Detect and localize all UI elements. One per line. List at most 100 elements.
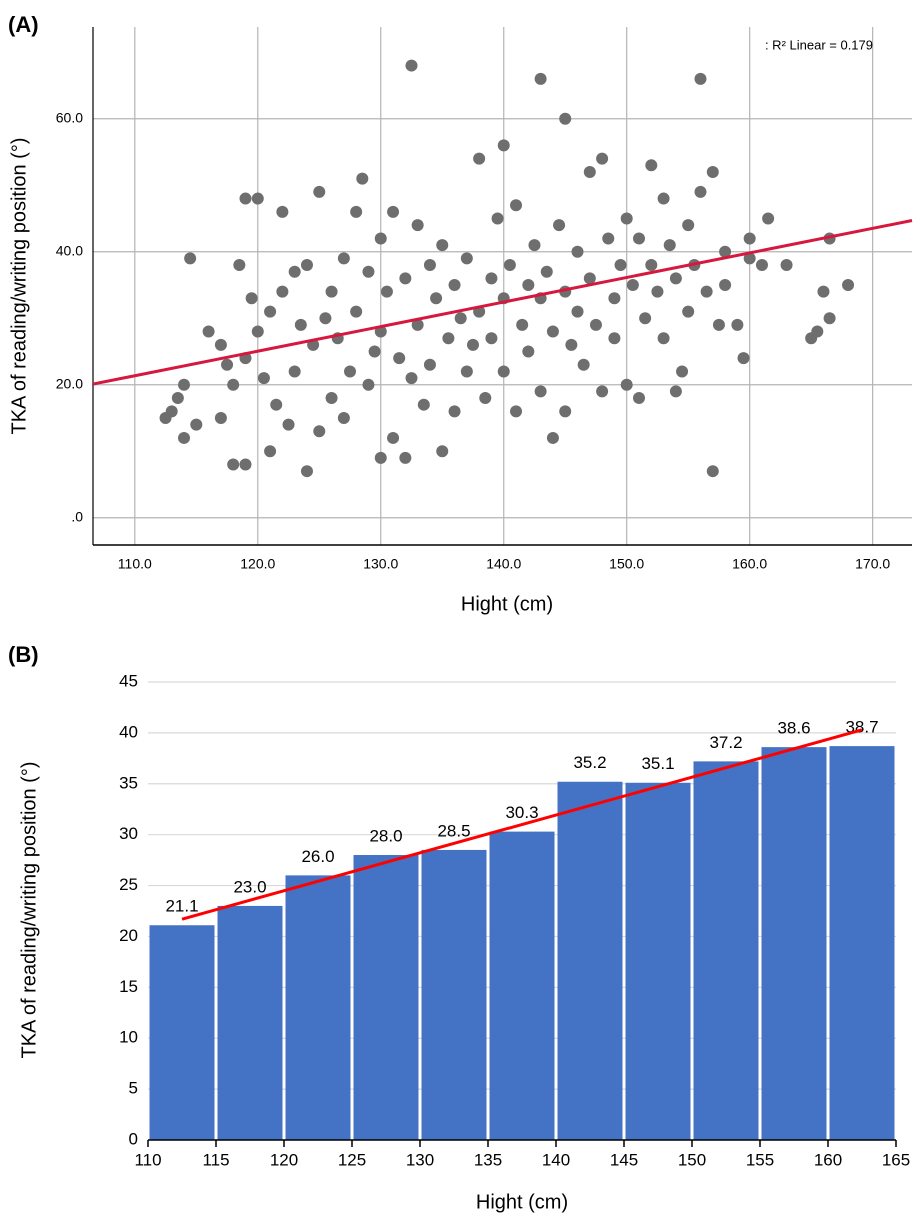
point xyxy=(559,405,572,418)
y-tick-label: 20 xyxy=(119,926,138,945)
point xyxy=(442,332,455,345)
point xyxy=(190,418,203,431)
point xyxy=(719,279,732,292)
point xyxy=(227,458,240,471)
point xyxy=(344,365,357,378)
y-tick-label: 35 xyxy=(119,773,138,792)
point xyxy=(571,305,584,318)
point xyxy=(522,279,535,292)
point xyxy=(362,265,375,278)
y-tick-label: 15 xyxy=(119,977,138,996)
point xyxy=(257,372,270,385)
point xyxy=(466,338,479,351)
point xyxy=(676,365,689,378)
x-tick-label: 140 xyxy=(542,1150,570,1169)
point xyxy=(669,385,682,398)
point xyxy=(503,259,516,272)
y-axis-title: TKA of reading/writing position (°) xyxy=(8,137,30,434)
panel-label: (B) xyxy=(8,642,39,667)
point xyxy=(596,385,609,398)
point xyxy=(214,338,227,351)
x-tick-label: 110.0 xyxy=(118,556,152,572)
point xyxy=(178,431,190,444)
point xyxy=(614,259,627,272)
point xyxy=(737,352,750,365)
point xyxy=(380,285,393,298)
bar xyxy=(829,746,895,1140)
point xyxy=(743,232,756,245)
point xyxy=(620,212,633,225)
y-tick-label: 10 xyxy=(119,1028,138,1047)
bar xyxy=(217,905,283,1140)
point xyxy=(534,72,547,85)
point xyxy=(682,219,695,232)
point xyxy=(706,465,719,478)
point xyxy=(577,358,590,371)
point xyxy=(583,272,596,285)
bar xyxy=(761,747,827,1140)
bar xyxy=(557,781,623,1140)
point xyxy=(288,265,301,278)
point xyxy=(485,332,498,345)
y-tick-label: 45 xyxy=(119,671,138,690)
x-tick-label: 120 xyxy=(270,1150,298,1169)
fit-line xyxy=(181,728,863,921)
point xyxy=(264,305,277,318)
point xyxy=(430,292,443,305)
point xyxy=(823,312,836,325)
point xyxy=(596,152,609,165)
fit-line xyxy=(92,219,913,386)
x-tick-label: 150.0 xyxy=(609,556,644,572)
x-tick-label: 150 xyxy=(678,1150,706,1169)
point xyxy=(184,252,197,265)
point xyxy=(669,272,682,285)
point xyxy=(337,252,350,265)
x-tick-label: 155 xyxy=(746,1150,774,1169)
point xyxy=(608,292,621,305)
point xyxy=(436,239,449,252)
point xyxy=(559,112,572,125)
point xyxy=(460,365,473,378)
point xyxy=(270,398,283,411)
point xyxy=(214,411,227,424)
y-tick-label: .0 xyxy=(71,508,83,524)
point xyxy=(368,345,381,358)
point xyxy=(202,325,215,338)
point xyxy=(657,192,670,205)
point xyxy=(294,318,307,331)
point xyxy=(374,232,387,245)
y-tick-label: 30 xyxy=(119,824,138,843)
point xyxy=(300,259,313,272)
point xyxy=(755,259,768,272)
point xyxy=(633,232,645,245)
point xyxy=(264,445,277,458)
bar xyxy=(625,782,691,1140)
point xyxy=(516,318,529,331)
point xyxy=(700,285,713,298)
point xyxy=(510,405,523,418)
point xyxy=(528,239,541,252)
x-axis-title: Hight (cm) xyxy=(461,593,553,615)
x-tick-label: 110 xyxy=(134,1150,161,1169)
point xyxy=(239,192,252,205)
value-label: 35.2 xyxy=(573,753,606,772)
y-tick-label: 60.0 xyxy=(56,109,83,125)
point xyxy=(657,332,670,345)
bar xyxy=(149,925,215,1140)
x-tick-label: 170.0 xyxy=(855,556,890,572)
point xyxy=(399,272,412,285)
x-tick-label: 160.0 xyxy=(732,556,767,572)
y-tick-label: 0 xyxy=(129,1129,138,1148)
point xyxy=(546,325,559,338)
point xyxy=(633,392,645,405)
point xyxy=(399,451,412,464)
point xyxy=(497,139,510,152)
point xyxy=(553,219,566,232)
point xyxy=(589,318,602,331)
value-label: 28.5 xyxy=(437,821,470,840)
x-tick-label: 115 xyxy=(202,1150,229,1169)
point xyxy=(651,285,664,298)
point xyxy=(620,378,633,391)
x-tick-label: 145 xyxy=(610,1150,638,1169)
point xyxy=(454,312,467,325)
